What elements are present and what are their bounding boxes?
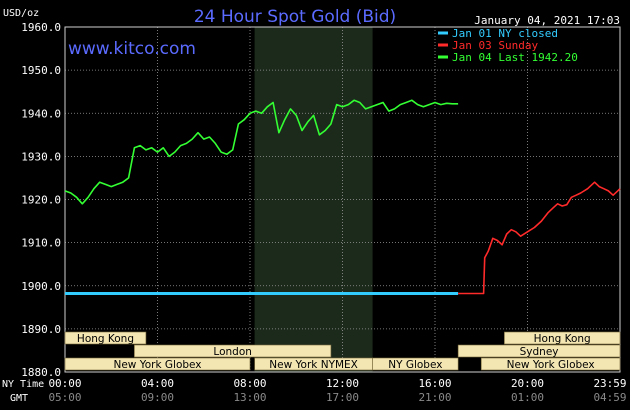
x-tick-label-gmt: 09:00 xyxy=(141,391,174,404)
x-tick-label-gmt: 21:00 xyxy=(418,391,451,404)
session-label: New York Globex xyxy=(113,359,201,371)
x-tick-label-ny: 20:00 xyxy=(511,377,544,390)
session-label: Hong Kong xyxy=(534,333,591,345)
x-tick-label-gmt: 05:00 xyxy=(48,391,81,404)
site-label: www.kitco.com xyxy=(68,39,196,59)
x-tick-label-ny: 00:00 xyxy=(48,377,81,390)
x-tick-label-ny: 04:00 xyxy=(141,377,174,390)
y-tick-label: 1960.0 xyxy=(21,21,61,34)
axis-caption-gmt: GMT xyxy=(10,393,28,404)
series-line-3 xyxy=(64,99,459,205)
x-tick-label-gmt: 04:59 xyxy=(593,391,626,404)
legend-label: Jan 01 NY closed xyxy=(452,27,558,40)
session-label: Sydney xyxy=(520,346,559,358)
x-tick-label-gmt: 17:00 xyxy=(326,391,359,404)
plot-frame xyxy=(64,26,621,373)
unit-label: USD/oz xyxy=(3,8,39,19)
y-tick-label: 1900.0 xyxy=(21,280,61,293)
legend-label: Jan 04 Last 1942.20 xyxy=(452,51,578,64)
chart-title: 24 Hour Spot Gold (Bid) xyxy=(194,7,396,27)
session-label: Hong Kong xyxy=(77,333,134,345)
nymex-shaded-region xyxy=(254,27,373,372)
x-tick-label-ny: 08:00 xyxy=(233,377,266,390)
y-tick-label: 1950.0 xyxy=(21,64,61,77)
y-tick-label: 1890.0 xyxy=(21,323,61,336)
axis-caption-ny: NY Time xyxy=(2,379,44,390)
session-box xyxy=(134,344,332,358)
session-label: New York NYMEX xyxy=(269,359,358,371)
session-box xyxy=(504,331,621,345)
x-tick-label-ny: 23:59 xyxy=(593,377,626,390)
session-label: New York Globex xyxy=(507,359,595,371)
session-box xyxy=(480,357,621,371)
session-box xyxy=(457,344,621,358)
session-label: NY Globex xyxy=(388,359,442,371)
series-line-2 xyxy=(458,181,621,295)
y-tick-label: 1930.0 xyxy=(21,150,61,163)
x-tick-label-gmt: 01:00 xyxy=(511,391,544,404)
y-tick-label: 1940.0 xyxy=(21,107,61,120)
legend-label: Jan 03 Sunday xyxy=(452,39,538,52)
session-box xyxy=(64,331,147,345)
y-tick-label: 1880.0 xyxy=(21,366,61,379)
y-tick-label: 1920.0 xyxy=(21,194,61,207)
x-tick-label-ny: 16:00 xyxy=(418,377,451,390)
timestamp: January 04, 2021 17:03 xyxy=(474,14,620,27)
session-label: London xyxy=(213,346,252,358)
session-box xyxy=(64,357,251,371)
x-tick-label-gmt: 13:00 xyxy=(233,391,266,404)
x-tick-label-ny: 12:00 xyxy=(326,377,359,390)
y-tick-label: 1910.0 xyxy=(21,237,61,250)
session-box xyxy=(372,357,459,371)
